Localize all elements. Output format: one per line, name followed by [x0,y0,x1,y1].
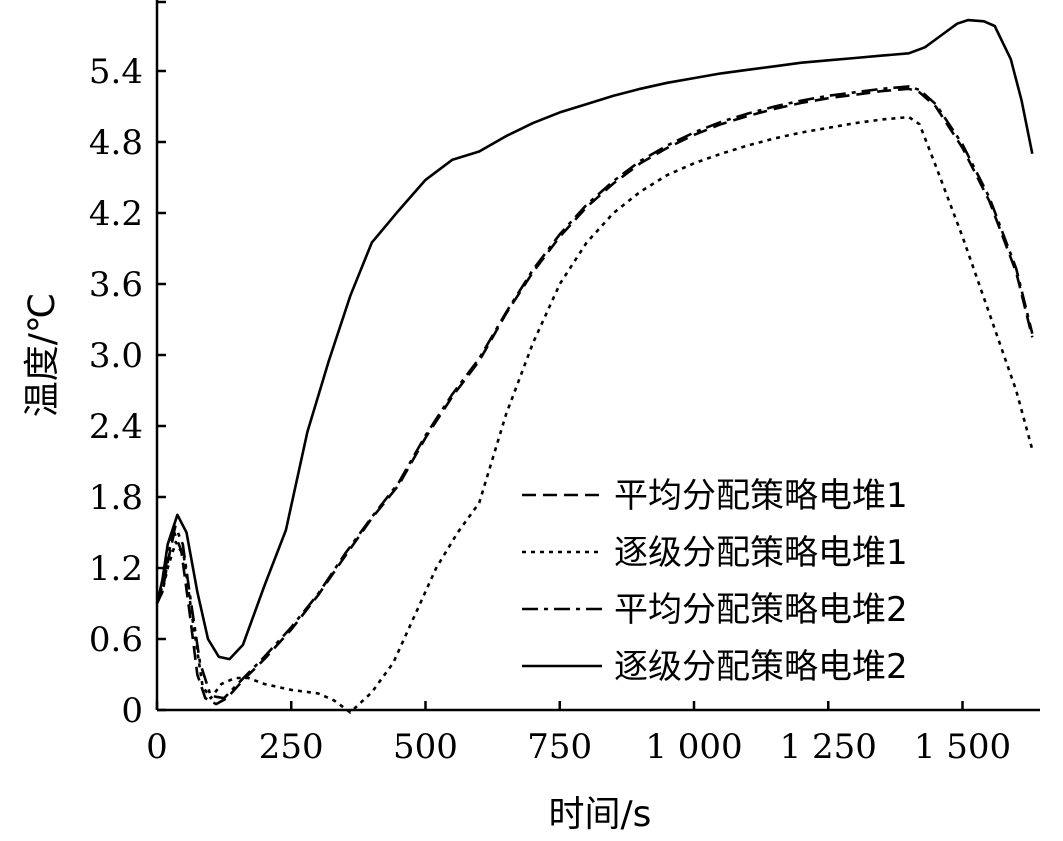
y-axis-title: 温度/℃ [22,293,63,418]
legend-label-2: 逐级分配策略电堆1 [614,533,908,573]
x-tick-label: 1 000 [645,727,742,767]
y-tick-label: 0 [121,691,143,731]
y-tick-label: 4.2 [89,194,143,234]
x-tick-label: 0 [146,727,168,767]
legend-label-4: 逐级分配策略电堆2 [614,647,908,687]
y-tick-label: 0.6 [89,620,143,660]
y-tick-label: 5.4 [89,52,143,92]
series-layer [155,18,1034,714]
x-tick-label: 1 500 [914,727,1011,767]
series-line-2 [155,115,1034,714]
x-tick-label: 1 250 [780,727,877,767]
y-tick-label: 4.8 [89,123,143,163]
x-tick-label: 500 [393,727,458,767]
legend-label-3: 平均分配策略电堆2 [614,590,908,630]
x-axis-title: 时间/s [549,794,652,835]
y-tick-label: 3.6 [89,265,143,305]
x-tick-label: 750 [527,727,592,767]
y-tick-label: 3.0 [89,336,143,376]
x-axis-ticks: 0 250 500 750 1 000 1 250 1 500 [146,701,1011,767]
x-tick-label: 250 [259,727,324,767]
legend: 平均分配策略电堆1 逐级分配策略电堆1 平均分配策略电堆2 逐级分配策略电堆2 [522,476,908,687]
y-tick-label: 1.8 [89,478,143,518]
y-tick-label: 1.2 [89,549,143,589]
y-tick-label: 2.4 [89,407,143,447]
legend-label-1: 平均分配策略电堆1 [614,476,908,516]
y-axis-ticks: 0 0.6 1.2 1.8 2.4 3.0 3.6 4.2 4.8 5.4 [89,0,166,731]
series-line-4 [155,18,1034,661]
